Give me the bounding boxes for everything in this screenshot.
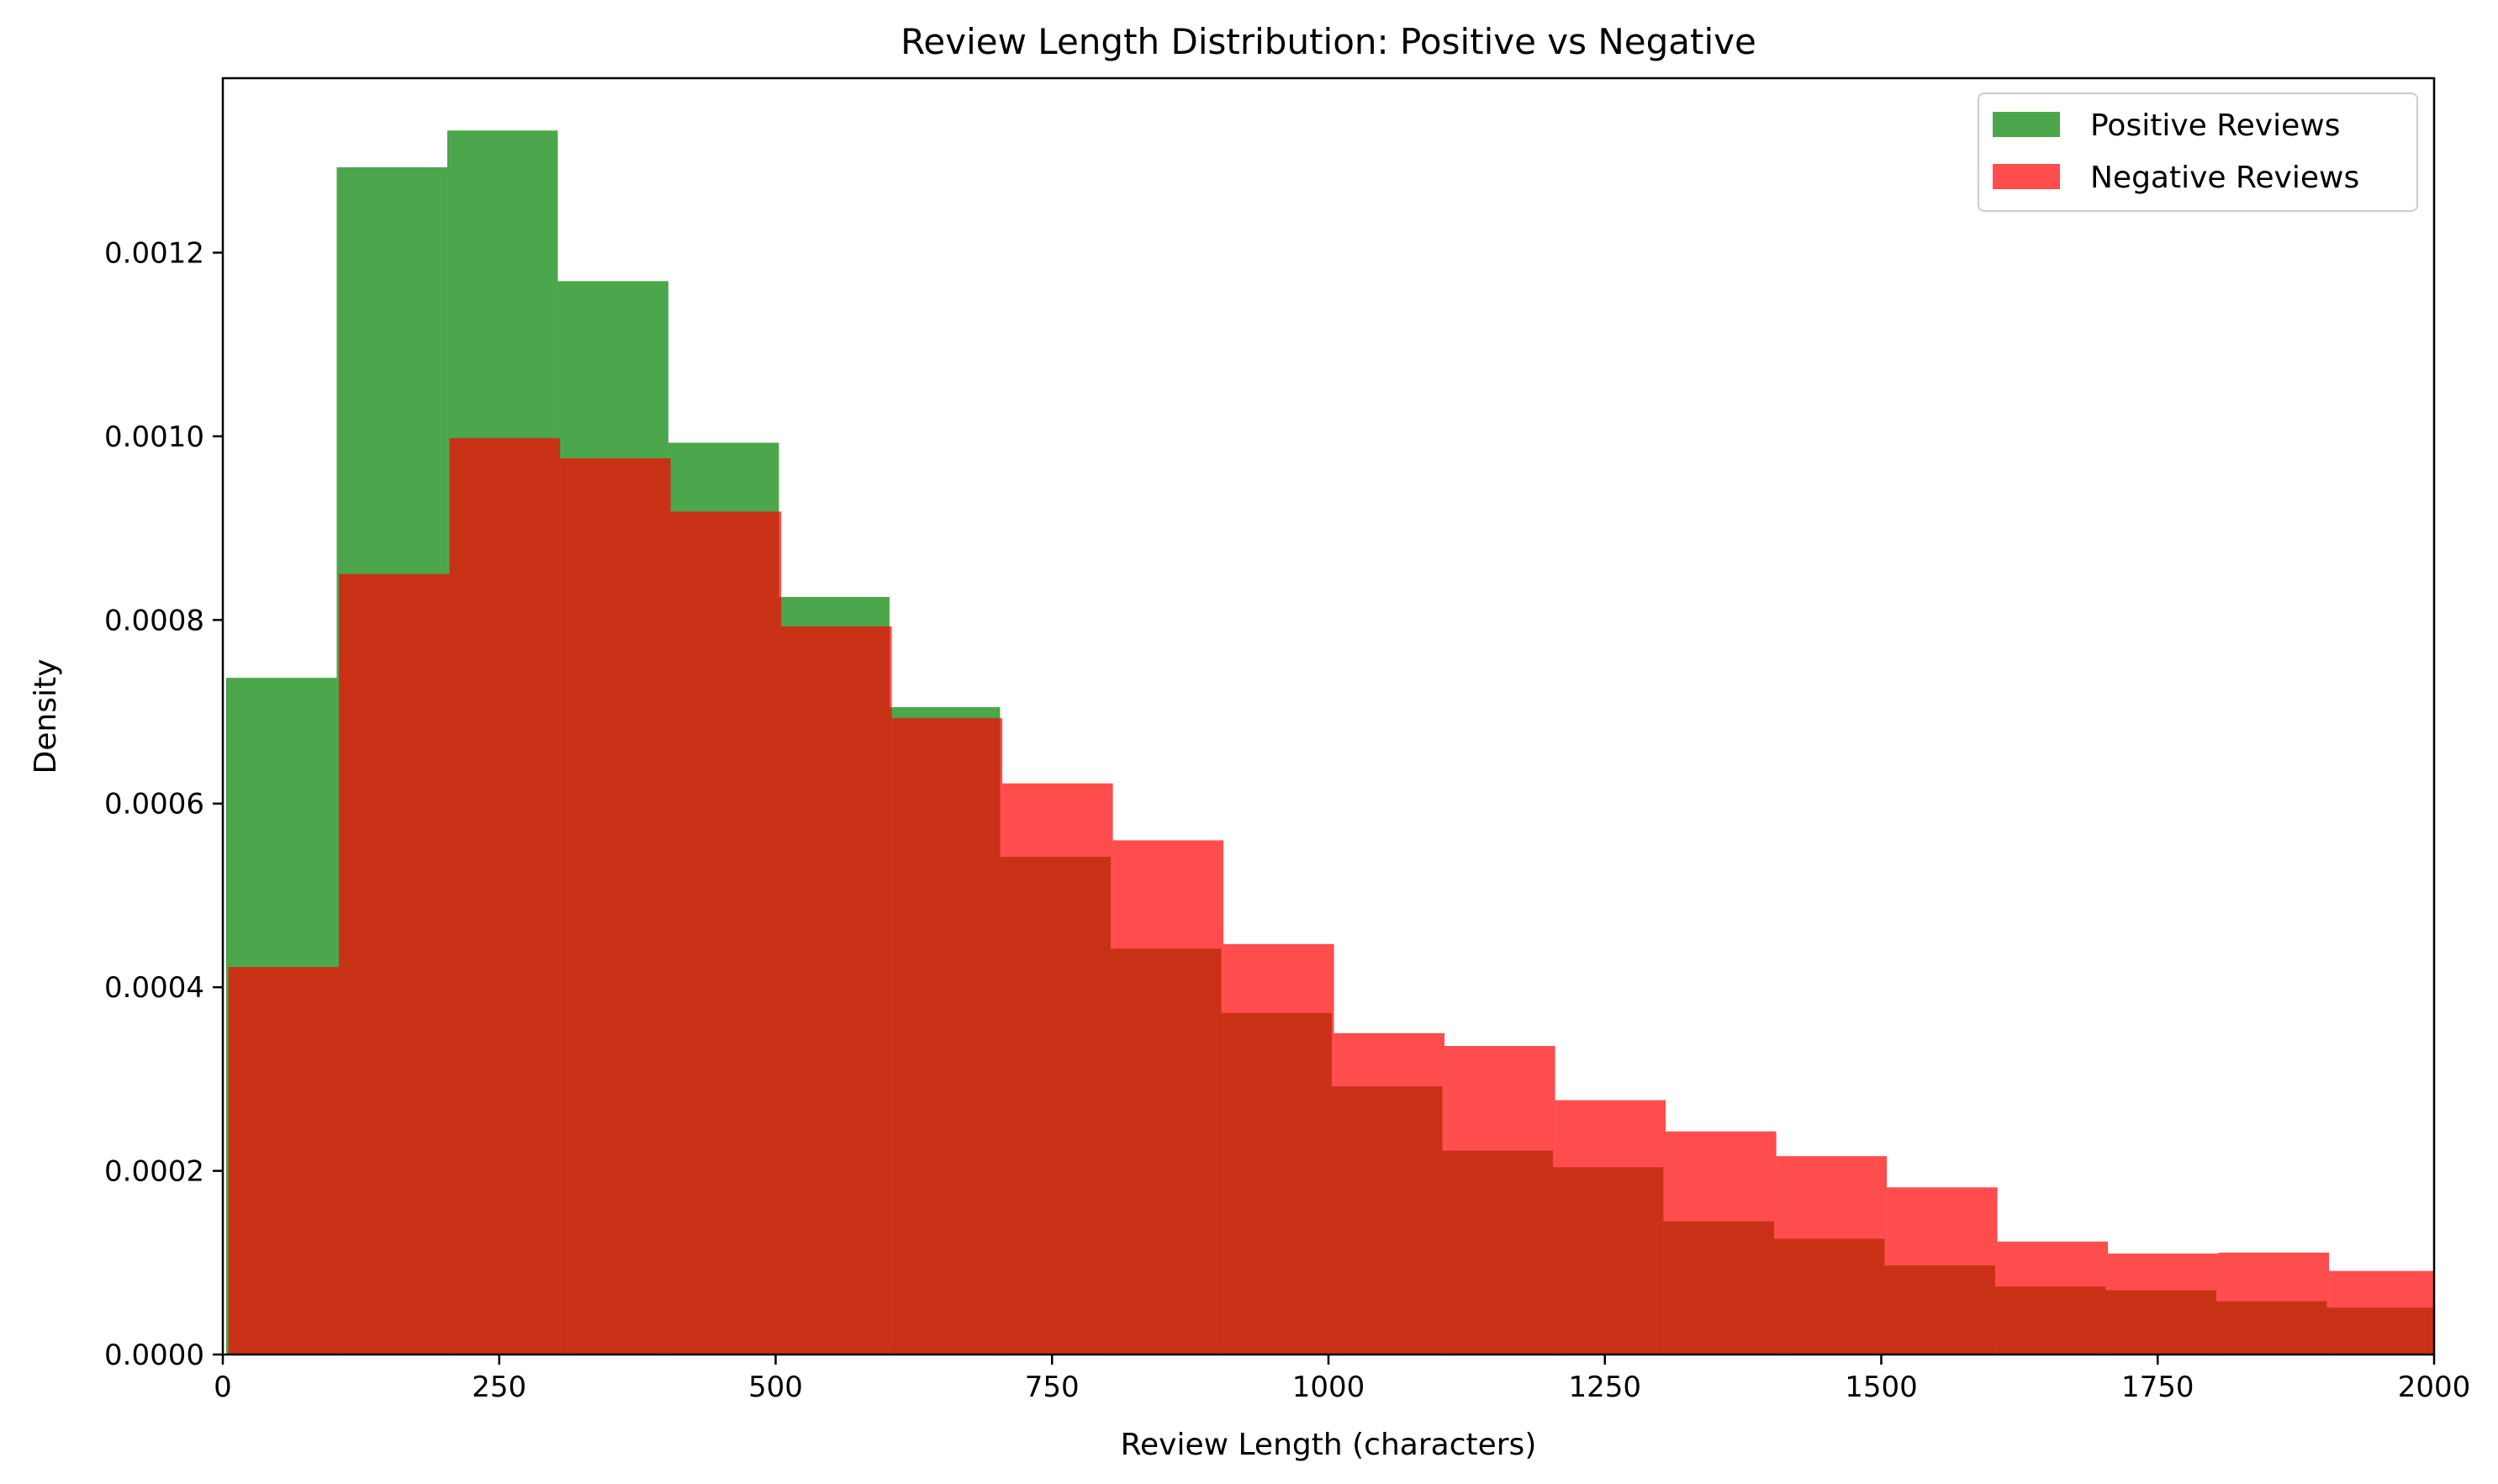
x-tick-label: 1250 [1568, 1370, 1641, 1404]
histogram-bar [1997, 1241, 2109, 1355]
y-axis: 0.0000 0.0002 0.0004 0.0006 0.0008 0.0010 0.00… [104, 236, 223, 1372]
y-axis-label: Density [29, 659, 63, 774]
x-tick-label: 1000 [1292, 1370, 1365, 1404]
legend-box [1978, 92, 2418, 212]
x-axis-label: Review Length (characters) [1121, 1428, 1537, 1462]
histogram-bar [339, 573, 450, 1355]
y-tick-label: 0.0010 [104, 420, 204, 454]
histogram-bar [1666, 1131, 1777, 1355]
histogram-bar [2329, 1270, 2434, 1355]
histogram-bar [781, 626, 892, 1355]
histogram-bar [2218, 1252, 2330, 1355]
plot-frame [221, 77, 2436, 1356]
x-tick-label: 500 [748, 1370, 803, 1404]
histogram-bar [1555, 1100, 1666, 1355]
histogram-bar [1223, 943, 1334, 1355]
legend: Positive Reviews Negative Reviews [1978, 92, 2418, 212]
y-tick-label: 0.0004 [104, 971, 204, 1005]
legend-swatch-positive [1993, 112, 2060, 137]
x-tick-label: 1750 [2121, 1370, 2194, 1404]
histogram-bar [1887, 1187, 1998, 1355]
plot-area [225, 130, 2434, 1355]
x-tick-label: 250 [472, 1370, 526, 1404]
y-tick-label: 0.0012 [104, 236, 204, 270]
legend-label-positive: Positive Reviews [2090, 108, 2340, 143]
histogram-bar [560, 458, 671, 1355]
histogram-bar [891, 718, 1003, 1355]
y-tick-label: 0.0002 [104, 1155, 204, 1189]
chart-title: Review Length Distribution: Positive vs … [900, 21, 1756, 62]
histogram-bar [1444, 1046, 1555, 1355]
x-tick-label: 1500 [1845, 1370, 1918, 1404]
histogram-bar [1333, 1032, 1445, 1355]
y-tick-label: 0.0006 [104, 788, 204, 821]
histogram-bar [1776, 1156, 1888, 1355]
x-tick-label: 2000 [2398, 1370, 2471, 1404]
histogram-bar [1112, 840, 1224, 1355]
legend-label-negative: Negative Reviews [2090, 161, 2359, 195]
x-tick-label: 0 [214, 1370, 232, 1404]
histogram-bar [2108, 1253, 2219, 1355]
x-axis: 0 250 500 750 1000 1250 1500 1750 2000 [214, 1355, 2470, 1404]
histogram-bar [228, 967, 340, 1355]
y-tick-label: 0.0008 [104, 604, 204, 637]
legend-swatch-negative [1993, 164, 2060, 189]
series-negative [228, 438, 2434, 1355]
histogram-bar [1002, 783, 1113, 1355]
y-tick-label: 0.0000 [104, 1339, 204, 1372]
x-tick-label: 750 [1025, 1370, 1080, 1404]
histogram-bar [449, 438, 561, 1355]
histogram-bar [670, 511, 782, 1355]
